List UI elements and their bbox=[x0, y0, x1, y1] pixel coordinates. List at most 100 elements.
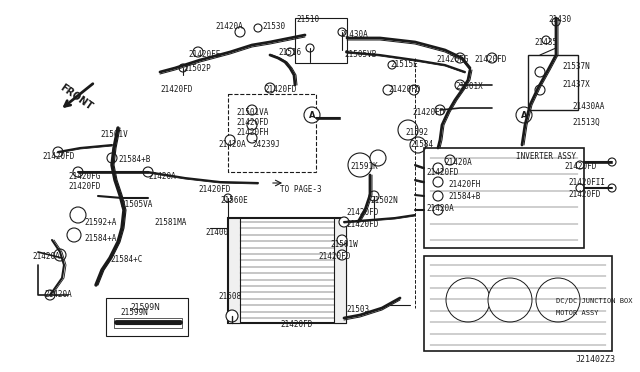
Text: J21402Z3: J21402Z3 bbox=[576, 355, 616, 364]
Circle shape bbox=[445, 155, 455, 165]
Circle shape bbox=[576, 184, 584, 192]
Circle shape bbox=[45, 290, 55, 300]
Text: A: A bbox=[308, 110, 316, 119]
Bar bbox=[106, 298, 188, 336]
Circle shape bbox=[455, 53, 465, 63]
Text: 21420A: 21420A bbox=[426, 204, 454, 213]
Circle shape bbox=[286, 48, 294, 56]
Text: 21420FD: 21420FD bbox=[346, 220, 378, 229]
Text: 21420FD: 21420FD bbox=[264, 85, 296, 94]
Text: 21435: 21435 bbox=[534, 38, 557, 47]
Text: 21502N: 21502N bbox=[370, 196, 397, 205]
Text: 21420FE: 21420FE bbox=[188, 50, 220, 59]
Circle shape bbox=[409, 85, 419, 95]
Text: 21530: 21530 bbox=[262, 22, 285, 31]
Text: 21420FII: 21420FII bbox=[568, 178, 605, 187]
Text: 21599N: 21599N bbox=[120, 308, 148, 317]
Circle shape bbox=[337, 235, 347, 245]
Circle shape bbox=[225, 135, 235, 145]
Text: 21420FD: 21420FD bbox=[388, 85, 420, 94]
Text: A: A bbox=[521, 110, 527, 119]
Circle shape bbox=[398, 120, 418, 140]
Circle shape bbox=[338, 28, 346, 36]
Circle shape bbox=[383, 85, 393, 95]
Text: 21510: 21510 bbox=[296, 15, 319, 24]
Circle shape bbox=[369, 191, 379, 201]
Circle shape bbox=[54, 249, 66, 261]
Text: DC/DC JUNCTION BOX: DC/DC JUNCTION BOX bbox=[556, 298, 632, 304]
Circle shape bbox=[70, 207, 86, 223]
Text: 21420FD: 21420FD bbox=[318, 252, 350, 261]
Circle shape bbox=[304, 107, 320, 123]
Text: 21581MA: 21581MA bbox=[154, 218, 186, 227]
Circle shape bbox=[536, 278, 580, 322]
Circle shape bbox=[435, 105, 445, 115]
Circle shape bbox=[576, 161, 584, 169]
Circle shape bbox=[224, 194, 232, 202]
Circle shape bbox=[107, 153, 117, 163]
Text: 21501X: 21501X bbox=[455, 82, 483, 91]
Text: 21430: 21430 bbox=[548, 15, 571, 24]
Text: 21584+C: 21584+C bbox=[110, 255, 142, 264]
Text: 21420FD: 21420FD bbox=[280, 320, 312, 329]
Text: 21420A: 21420A bbox=[444, 158, 472, 167]
Circle shape bbox=[370, 150, 386, 166]
Text: 21420A: 21420A bbox=[44, 290, 72, 299]
Text: 21502P: 21502P bbox=[183, 64, 211, 73]
Circle shape bbox=[388, 61, 396, 69]
Bar bbox=[424, 148, 584, 248]
Bar bbox=[228, 218, 240, 323]
Circle shape bbox=[339, 217, 349, 227]
Text: 21584+A: 21584+A bbox=[84, 234, 116, 243]
Text: 21420A: 21420A bbox=[218, 140, 246, 149]
Circle shape bbox=[193, 47, 203, 57]
Circle shape bbox=[254, 24, 262, 32]
Circle shape bbox=[433, 191, 443, 201]
Text: 21599N: 21599N bbox=[130, 304, 160, 312]
Circle shape bbox=[516, 107, 532, 123]
Circle shape bbox=[337, 250, 347, 260]
Text: 21420FD: 21420FD bbox=[426, 168, 458, 177]
Circle shape bbox=[247, 120, 257, 130]
Text: 21584: 21584 bbox=[410, 140, 433, 149]
Text: 21400: 21400 bbox=[205, 228, 228, 237]
Text: 21420FD: 21420FD bbox=[160, 85, 193, 94]
Text: MOTOR ASSY: MOTOR ASSY bbox=[556, 310, 598, 316]
Circle shape bbox=[73, 167, 83, 177]
Circle shape bbox=[608, 184, 616, 192]
Text: 21420FD: 21420FD bbox=[68, 182, 100, 191]
Bar bbox=[334, 218, 346, 323]
Circle shape bbox=[143, 167, 153, 177]
Text: 21592: 21592 bbox=[405, 128, 428, 137]
Text: 21501VA: 21501VA bbox=[236, 108, 268, 117]
Bar bbox=[424, 256, 612, 351]
Text: 21430A: 21430A bbox=[340, 30, 368, 39]
Text: 21513Q: 21513Q bbox=[572, 118, 600, 127]
Text: 21560E: 21560E bbox=[220, 196, 248, 205]
Circle shape bbox=[552, 18, 560, 26]
Bar bbox=[114, 318, 182, 328]
Text: 21592+A: 21592+A bbox=[84, 218, 116, 227]
Circle shape bbox=[348, 153, 372, 177]
Text: 21420A: 21420A bbox=[148, 172, 176, 181]
Circle shape bbox=[410, 137, 426, 153]
Text: 21420FD: 21420FD bbox=[564, 162, 596, 171]
Circle shape bbox=[446, 278, 490, 322]
Circle shape bbox=[247, 105, 257, 115]
Text: 21420A: 21420A bbox=[32, 252, 60, 261]
Text: 21584+B: 21584+B bbox=[118, 155, 150, 164]
Circle shape bbox=[488, 278, 532, 322]
Bar bbox=[228, 94, 316, 172]
Text: 21508: 21508 bbox=[218, 292, 241, 301]
Text: 21420FD: 21420FD bbox=[42, 152, 74, 161]
Circle shape bbox=[455, 80, 465, 90]
Text: 21420FD: 21420FD bbox=[236, 118, 268, 127]
Text: 21584+B: 21584+B bbox=[448, 192, 481, 201]
Text: 21420FD: 21420FD bbox=[568, 190, 600, 199]
Text: 21430AA: 21430AA bbox=[572, 102, 604, 111]
Text: 21420FD: 21420FD bbox=[198, 185, 230, 194]
Text: INVERTER ASSY: INVERTER ASSY bbox=[516, 152, 576, 161]
Text: 21537N: 21537N bbox=[562, 62, 589, 71]
Bar bbox=[295, 18, 347, 63]
Circle shape bbox=[542, 36, 550, 44]
